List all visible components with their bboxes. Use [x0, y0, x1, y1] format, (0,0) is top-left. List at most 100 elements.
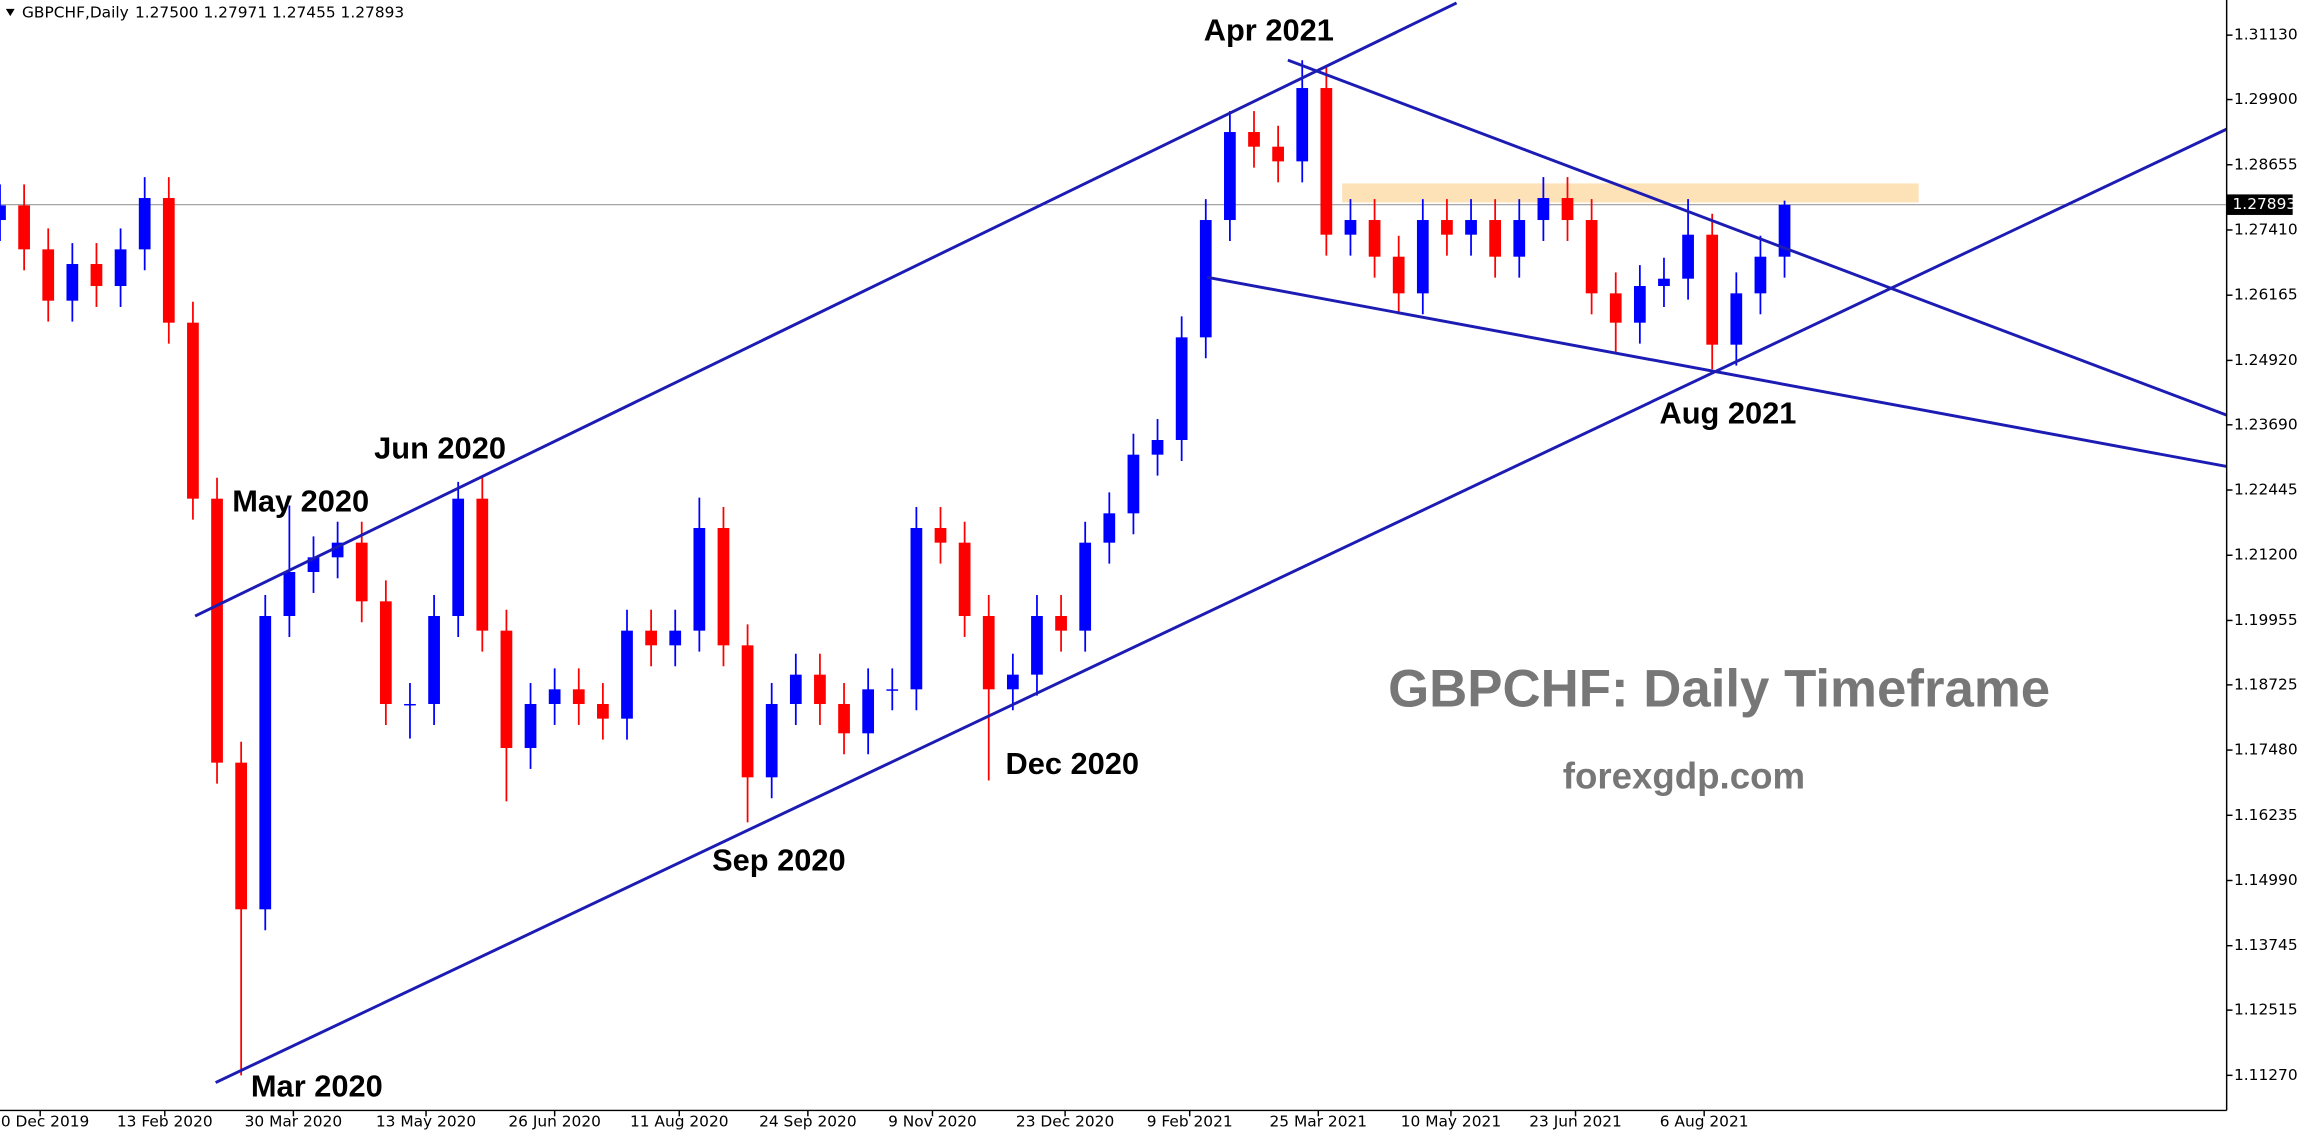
y-tick-label: 1.28655 [2234, 155, 2298, 173]
candle-body [1585, 220, 1598, 294]
candle-body [645, 630, 657, 646]
y-tick-label: 1.17480 [2234, 741, 2298, 759]
candle-body [934, 528, 947, 543]
candle-body [1609, 293, 1622, 323]
candle-body [283, 571, 296, 616]
candle-body [1151, 440, 1164, 455]
candle-body [162, 198, 175, 323]
candle-body [114, 249, 127, 287]
candle-body [90, 264, 103, 287]
candle-body [814, 674, 826, 704]
candle-body [597, 703, 609, 719]
candle-body [1537, 198, 1550, 221]
candle-body [1320, 88, 1333, 235]
resistance-zone [1342, 183, 1919, 203]
candle-body [1754, 256, 1767, 294]
x-tick-label: 25 Mar 2021 [1270, 1113, 1368, 1131]
candle-body [789, 674, 802, 704]
candle-body [211, 498, 223, 763]
watermark-site: forexgdp.com [1563, 756, 1805, 797]
current-price-label: 1.27893 [2233, 195, 2297, 213]
candle-body [42, 249, 55, 301]
y-tick-label: 1.13745 [2234, 936, 2298, 954]
candle-body [428, 615, 440, 704]
x-tick-label: 11 Aug 2020 [630, 1113, 729, 1131]
candle-body [982, 615, 995, 690]
upper-channel-line [194, 1, 1458, 618]
y-tick-label: 1.22445 [2234, 481, 2298, 499]
trend-lines [194, 1, 2228, 1084]
y-tick-label: 1.11270 [2234, 1066, 2298, 1084]
candle-body [1730, 293, 1743, 345]
candle-body [862, 689, 875, 734]
candle-body [886, 689, 899, 691]
y-tick-label: 1.26165 [2234, 286, 2298, 304]
candle-body [500, 630, 513, 748]
candle-body [693, 528, 706, 631]
candle-body [1416, 220, 1429, 294]
y-tick-label: 1.14990 [2234, 871, 2298, 889]
annotation: Sep 2020 [712, 843, 846, 878]
annotation: Apr 2021 [1204, 12, 1334, 47]
x-tick-label: 26 Jun 2020 [508, 1113, 601, 1131]
x-tick-label: 30 Dec 2019 [0, 1113, 89, 1131]
candle-body [1199, 220, 1212, 338]
candle-body [717, 528, 730, 646]
x-tick-label: 9 Nov 2020 [888, 1113, 977, 1131]
x-tick-label: 23 Jun 2021 [1529, 1113, 1622, 1131]
candle-body [1344, 220, 1357, 235]
candle-body [331, 542, 344, 558]
candle-body [1055, 615, 1067, 631]
x-tick-label: 10 May 2021 [1401, 1113, 1501, 1131]
x-tick-label: 13 May 2020 [376, 1113, 476, 1131]
candle-body [1706, 234, 1719, 345]
y-tick-label: 1.24920 [2234, 351, 2298, 369]
candle-body [1248, 132, 1260, 147]
candle-body [572, 689, 585, 704]
y-tick-label: 1.29900 [2234, 90, 2298, 108]
candle-body [355, 542, 368, 602]
x-tick-label: 6 Aug 2021 [1660, 1113, 1749, 1131]
y-tick-label: 1.16235 [2234, 806, 2298, 824]
menu-triangle[interactable] [5, 8, 15, 17]
candle-body [404, 703, 416, 706]
candle-body [1561, 198, 1574, 221]
y-tick-label: 1.27410 [2234, 220, 2298, 238]
y-tick-label: 1.18725 [2234, 675, 2298, 693]
candle-body [476, 498, 489, 631]
candle-body [621, 630, 633, 719]
candle-body [1296, 88, 1309, 162]
candle-body [1658, 278, 1670, 287]
candle-body [669, 630, 682, 646]
current-price-box [2226, 194, 2293, 215]
candle-body [1272, 146, 1284, 162]
wedge-upper-line [1287, 58, 2228, 417]
candle-body [1006, 674, 1019, 690]
symbol: GBPCHF,Daily [22, 4, 129, 22]
candle-body [548, 689, 561, 704]
candle-body [1513, 220, 1526, 257]
candle-body [1103, 513, 1116, 543]
annotation: May 2020 [232, 483, 369, 518]
candle-body [958, 542, 971, 616]
candle-body [452, 498, 465, 616]
x-tick-label: 23 Dec 2020 [1016, 1113, 1114, 1131]
candle-body [1224, 132, 1236, 221]
candle-body [138, 198, 151, 250]
candle-body [307, 557, 320, 572]
candle-body [1465, 220, 1477, 235]
candle-body [1778, 204, 1791, 257]
candle-body [1633, 286, 1646, 323]
candle-body [765, 703, 778, 778]
x-tick-label: 24 Sep 2020 [759, 1113, 857, 1131]
annotation: Jun 2020 [374, 431, 506, 466]
y-tick-label: 1.31130 [2234, 26, 2298, 44]
x-tick-label: 9 Feb 2021 [1147, 1113, 1233, 1131]
ohlc: 1.27500 1.27971 1.27455 1.27893 [135, 4, 404, 22]
candle-body [259, 615, 272, 910]
candles [0, 60, 1791, 1076]
